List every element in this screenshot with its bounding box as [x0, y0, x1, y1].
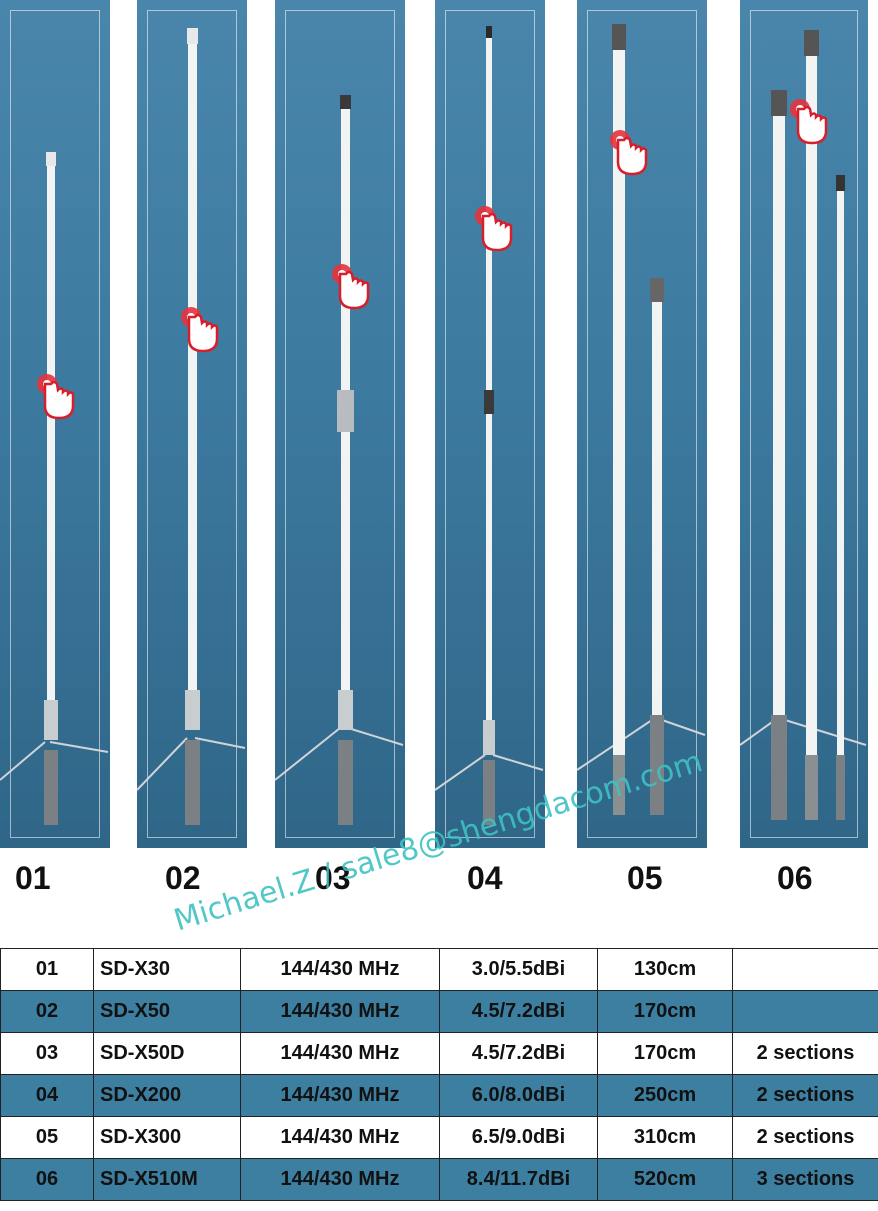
cell-length: 170cm — [597, 990, 733, 1033]
table-row: 02 SD-X50 144/430 MHz 4.5/7.2dBi 170cm — [0, 990, 878, 1033]
cell-length: 520cm — [597, 1158, 733, 1201]
antenna-image-03 — [275, 95, 404, 825]
product-number-02: 02 — [165, 860, 201, 896]
product-number-05: 05 — [627, 860, 663, 896]
cell-no: 03 — [0, 1032, 94, 1075]
product-number-03: 03 — [315, 860, 351, 896]
antenna-panel-01 — [0, 0, 110, 848]
table-row: 04 SD-X200 144/430 MHz 6.0/8.0dBi 250cm … — [0, 1074, 878, 1117]
cell-sections: 2 sections — [732, 1074, 878, 1117]
cell-gain: 3.0/5.5dBi — [439, 948, 598, 991]
product-number-06: 06 — [777, 860, 813, 896]
cell-frequency: 144/430 MHz — [240, 1032, 440, 1075]
table-row: 05 SD-X300 144/430 MHz 6.5/9.0dBi 310cm … — [0, 1116, 878, 1159]
cell-model: SD-X200 — [93, 1074, 241, 1117]
table-row: 01 SD-X30 144/430 MHz 3.0/5.5dBi 130cm — [0, 948, 878, 991]
cell-gain: 8.4/11.7dBi — [439, 1158, 598, 1201]
antenna-image-04 — [435, 26, 544, 825]
antenna-image-05 — [577, 24, 706, 815]
cell-length: 310cm — [597, 1116, 733, 1159]
product-number-04: 04 — [467, 860, 503, 896]
cell-sections — [732, 990, 878, 1033]
cell-frequency: 144/430 MHz — [240, 1074, 440, 1117]
cell-length: 130cm — [597, 948, 733, 991]
antenna-panel-05 — [577, 0, 707, 848]
cell-frequency: 144/430 MHz — [240, 948, 440, 991]
cell-model: SD-X510M — [93, 1158, 241, 1201]
cell-no: 05 — [0, 1116, 94, 1159]
cell-no: 02 — [0, 990, 94, 1033]
cell-sections: 2 sections — [732, 1032, 878, 1075]
antenna-image-02 — [137, 28, 246, 825]
antenna-panel-03 — [275, 0, 405, 848]
cell-gain: 4.5/7.2dBi — [439, 1032, 598, 1075]
hand-pointer-icon — [475, 206, 513, 252]
hand-pointer-icon — [610, 130, 648, 176]
hand-pointer-icon — [790, 99, 828, 145]
cell-sections: 2 sections — [732, 1116, 878, 1159]
cell-no: 04 — [0, 1074, 94, 1117]
product-number-01: 01 — [15, 860, 51, 896]
antenna-image-06 — [740, 30, 867, 820]
cell-sections: 3 sections — [732, 1158, 878, 1201]
cell-frequency: 144/430 MHz — [240, 990, 440, 1033]
cell-model: SD-X50 — [93, 990, 241, 1033]
cell-gain: 6.5/9.0dBi — [439, 1116, 598, 1159]
cell-frequency: 144/430 MHz — [240, 1116, 440, 1159]
table-row: 03 SD-X50D 144/430 MHz 4.5/7.2dBi 170cm … — [0, 1032, 878, 1075]
cell-gain: 4.5/7.2dBi — [439, 990, 598, 1033]
cell-sections — [732, 948, 878, 991]
cell-no: 01 — [0, 948, 94, 991]
cell-length: 250cm — [597, 1074, 733, 1117]
antenna-panel-04 — [435, 0, 545, 848]
antenna-image-01 — [0, 152, 109, 825]
cell-no: 06 — [0, 1158, 94, 1201]
hand-pointer-icon — [332, 264, 370, 310]
hand-pointer-icon — [181, 307, 219, 353]
hand-pointer-icon — [37, 374, 75, 420]
cell-gain: 6.0/8.0dBi — [439, 1074, 598, 1117]
cell-length: 170cm — [597, 1032, 733, 1075]
antenna-panel-02 — [137, 0, 247, 848]
cell-model: SD-X50D — [93, 1032, 241, 1075]
table-row: 06 SD-X510M 144/430 MHz 8.4/11.7dBi 520c… — [0, 1158, 878, 1201]
cell-frequency: 144/430 MHz — [240, 1158, 440, 1201]
cell-model: SD-X300 — [93, 1116, 241, 1159]
cell-model: SD-X30 — [93, 948, 241, 991]
spec-table: 01 SD-X30 144/430 MHz 3.0/5.5dBi 130cm 0… — [0, 948, 878, 1201]
